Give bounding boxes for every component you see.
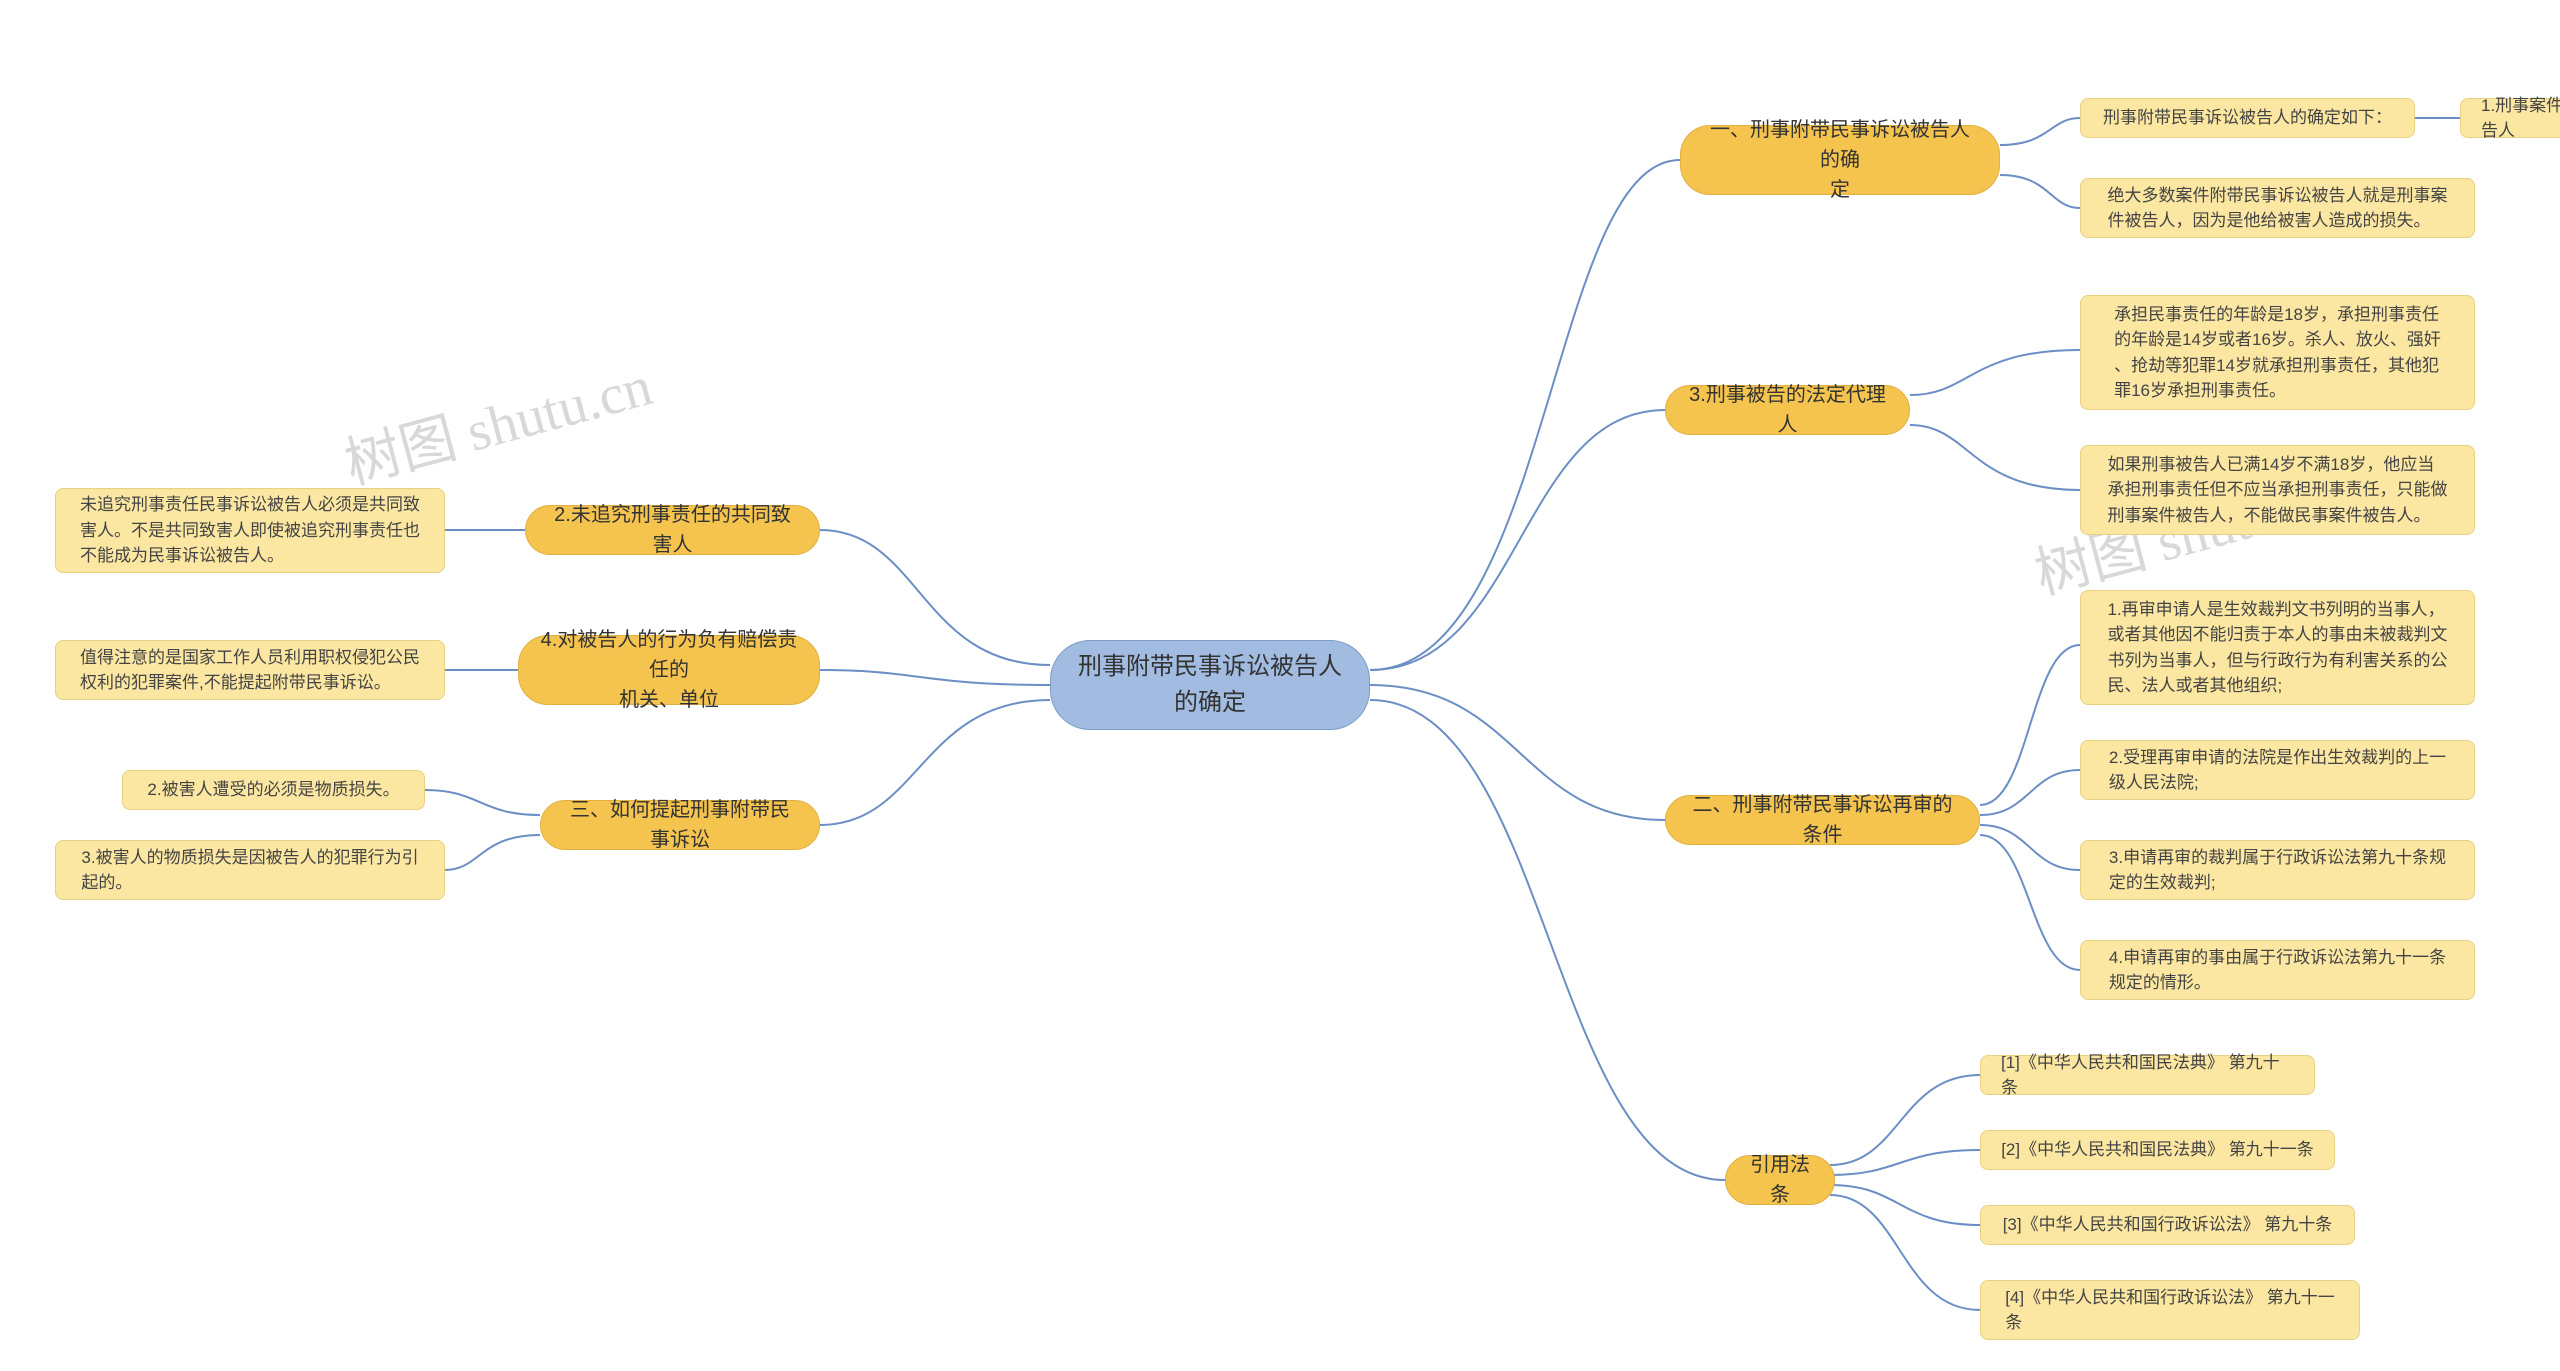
- leaf-4d-label: [4]《中华人民共和国行政诉讼法》 第九十一 条: [2005, 1285, 2335, 1336]
- leaf-3d-label: 4.申请再审的事由属于行政诉讼法第九十一条 规定的情形。: [2109, 945, 2446, 996]
- leaf-6a-label: 值得注意的是国家工作人员利用职权侵犯公民 权利的犯罪案件,不能提起附带民事诉讼。: [80, 645, 420, 696]
- leaf-7b: 3.被害人的物质损失是因被告人的犯罪行为引 起的。: [55, 840, 445, 900]
- branch-5-label: 2.未追究刑事责任的共同致害人: [546, 500, 799, 560]
- leaf-4c-label: [3]《中华人民共和国行政诉讼法》 第九十条: [2003, 1212, 2333, 1238]
- leaf-7a: 2.被害人遭受的必须是物质损失。: [122, 770, 425, 810]
- leaf-3b: 2.受理再审申请的法院是作出生效裁判的上一 级人民法院;: [2080, 740, 2475, 800]
- center-node: 刑事附带民事诉讼被告人 的确定: [1050, 640, 1370, 730]
- leaf-5a: 未追究刑事责任民事诉讼被告人必须是共同致 害人。不是共同致害人即使被追究刑事责任…: [55, 488, 445, 573]
- leaf-7a-label: 2.被害人遭受的必须是物质损失。: [147, 777, 399, 803]
- branch-6-label: 4.对被告人的行为负有赔偿责任的 机关、单位: [539, 625, 799, 715]
- leaf-4a-label: [1]《中华人民共和国民法典》 第九十条: [2001, 1050, 2294, 1101]
- leaf-2b-label: 如果刑事被告人已满14岁不满18岁，他应当 承担刑事责任但不应当承担刑事责任，只…: [2108, 452, 2448, 529]
- branch-4-label: 引用法条: [1746, 1150, 1814, 1210]
- branch-7: 三、如何提起刑事附带民事诉讼: [540, 800, 820, 850]
- branch-6: 4.对被告人的行为负有赔偿责任的 机关、单位: [518, 635, 820, 705]
- branch-5: 2.未追究刑事责任的共同致害人: [525, 505, 820, 555]
- branch-7-label: 三、如何提起刑事附带民事诉讼: [561, 795, 799, 855]
- leaf-6a: 值得注意的是国家工作人员利用职权侵犯公民 权利的犯罪案件,不能提起附带民事诉讼。: [55, 640, 445, 700]
- leaf-3c-label: 3.申请再审的裁判属于行政诉讼法第九十条规 定的生效裁判;: [2109, 845, 2446, 896]
- branch-2: 3.刑事被告的法定代理人: [1665, 385, 1910, 435]
- branch-3-label: 二、刑事附带民事诉讼再审的条件: [1686, 790, 1959, 850]
- leaf-3a: 1.再审申请人是生效裁判文书列明的当事人， 或者其他因不能归责于本人的事由未被裁…: [2080, 590, 2475, 705]
- leaf-5a-label: 未追究刑事责任民事诉讼被告人必须是共同致 害人。不是共同致害人即使被追究刑事责任…: [80, 492, 420, 569]
- leaf-1b-label: 绝大多数案件附带民事诉讼被告人就是刑事案 件被告人，因为是他给被害人造成的损失。: [2108, 183, 2448, 234]
- leaf-2a: 承担民事责任的年龄是18岁，承担刑事责任 的年龄是14岁或者16岁。杀人、放火、…: [2080, 295, 2475, 410]
- leaf-2b: 如果刑事被告人已满14岁不满18岁，他应当 承担刑事责任但不应当承担刑事责任，只…: [2080, 445, 2475, 535]
- leaf-4d: [4]《中华人民共和国行政诉讼法》 第九十一 条: [1980, 1280, 2360, 1340]
- leaf-4b: [2]《中华人民共和国民法典》 第九十一条: [1980, 1130, 2335, 1170]
- leaf-4a: [1]《中华人民共和国民法典》 第九十条: [1980, 1055, 2315, 1095]
- branch-4: 引用法条: [1725, 1155, 1835, 1205]
- center-label: 刑事附带民事诉讼被告人 的确定: [1078, 649, 1342, 721]
- leaf-1b: 绝大多数案件附带民事诉讼被告人就是刑事案 件被告人，因为是他给被害人造成的损失。: [2080, 178, 2475, 238]
- leaf-1a: 刑事附带民事诉讼被告人的确定如下：: [2080, 98, 2415, 138]
- branch-1: 一、刑事附带民事诉讼被告人的确 定: [1680, 125, 2000, 195]
- leaf-3b-label: 2.受理再审申请的法院是作出生效裁判的上一 级人民法院;: [2109, 745, 2446, 796]
- leaf-1a1: 1.刑事案件的被告人: [2460, 98, 2560, 138]
- leaf-4b-label: [2]《中华人民共和国民法典》 第九十一条: [2001, 1137, 2314, 1163]
- leaf-2a-label: 承担民事责任的年龄是18岁，承担刑事责任 的年龄是14岁或者16岁。杀人、放火、…: [2114, 302, 2441, 404]
- leaf-7b-label: 3.被害人的物质损失是因被告人的犯罪行为引 起的。: [81, 845, 418, 896]
- leaf-4c: [3]《中华人民共和国行政诉讼法》 第九十条: [1980, 1205, 2355, 1245]
- leaf-3a-label: 1.再审申请人是生效裁判文书列明的当事人， 或者其他因不能归责于本人的事由未被裁…: [2108, 597, 2448, 699]
- leaf-3d: 4.申请再审的事由属于行政诉讼法第九十一条 规定的情形。: [2080, 940, 2475, 1000]
- branch-1-label: 一、刑事附带民事诉讼被告人的确 定: [1701, 115, 1979, 205]
- branch-2-label: 3.刑事被告的法定代理人: [1686, 380, 1889, 440]
- branch-3: 二、刑事附带民事诉讼再审的条件: [1665, 795, 1980, 845]
- leaf-1a-label: 刑事附带民事诉讼被告人的确定如下：: [2103, 105, 2392, 131]
- leaf-1a1-label: 1.刑事案件的被告人: [2481, 93, 2560, 144]
- leaf-3c: 3.申请再审的裁判属于行政诉讼法第九十条规 定的生效裁判;: [2080, 840, 2475, 900]
